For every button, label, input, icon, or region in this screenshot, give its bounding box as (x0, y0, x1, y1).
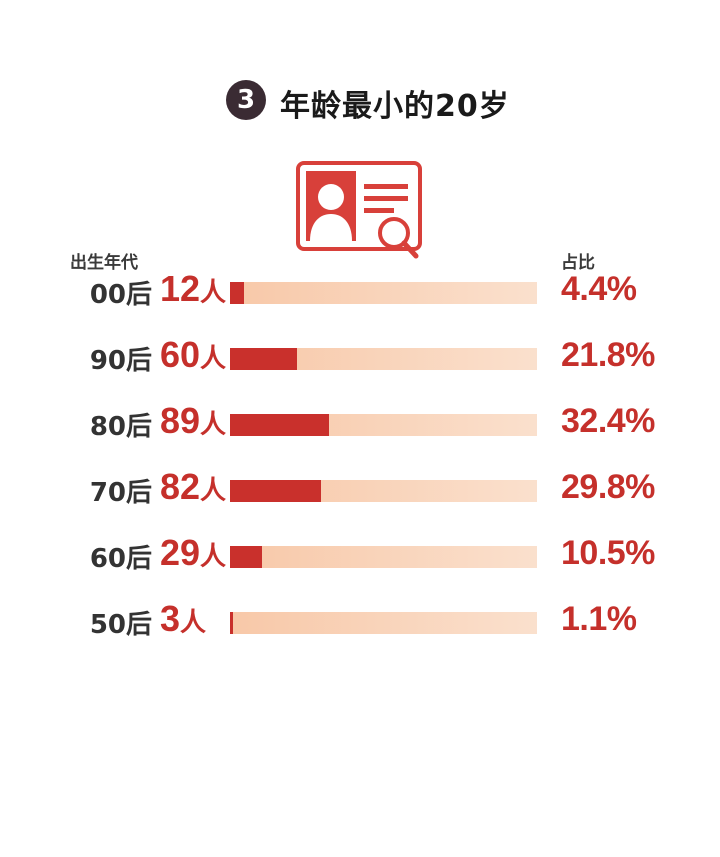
section-number-badge: 3 (226, 80, 266, 120)
bar (230, 546, 262, 568)
generation-label: 60后 (89, 544, 152, 574)
bar-row: 60后 29人 10.5% (0, 532, 720, 580)
bar (230, 480, 321, 502)
count-unit: 人 (200, 278, 227, 308)
bar-row: 00后 12人 4.4% (0, 268, 720, 316)
bar (230, 612, 233, 634)
generation-label: 80后 (89, 412, 152, 442)
generation-label: 00后 (89, 280, 152, 310)
count-unit: 人 (180, 608, 207, 638)
percent-column-label: 占比 (561, 253, 595, 273)
bar-track (230, 414, 537, 436)
bar-track (230, 282, 537, 304)
generation-label: 70后 (89, 478, 152, 508)
count-value: 29 (160, 532, 201, 573)
bar-track (230, 348, 537, 370)
chart-header: 3 年龄最小的20岁 (0, 75, 720, 125)
count-label: 60人 (160, 334, 226, 376)
count-value: 89 (160, 400, 201, 441)
bar-track (230, 546, 537, 568)
count-label: 3人 (160, 598, 206, 640)
bar-track (230, 480, 537, 502)
count-unit: 人 (200, 410, 227, 440)
count-label: 89人 (160, 400, 226, 442)
bar (230, 348, 297, 370)
percent-label: 32.4% (561, 402, 655, 440)
bar-track (230, 612, 537, 634)
percent-label: 21.8% (561, 336, 655, 374)
count-label: 12人 (160, 268, 226, 310)
count-value: 12 (160, 268, 201, 309)
percent-label: 10.5% (561, 534, 655, 572)
generation-column-label: 出生年代 (70, 253, 138, 273)
percent-label: 1.1% (561, 600, 637, 638)
bar-row: 50后 3人 1.1% (0, 598, 720, 646)
count-unit: 人 (200, 344, 227, 374)
count-label: 82人 (160, 466, 226, 508)
percent-label: 29.8% (561, 468, 655, 506)
generation-label: 50后 (89, 610, 152, 640)
bar-row: 70后 82人 29.8% (0, 466, 720, 514)
id-card-search-icon (296, 161, 422, 259)
percent-label: 4.4% (561, 270, 637, 308)
bar-row: 80后 89人 32.4% (0, 400, 720, 448)
bar (230, 282, 244, 304)
chart-title: 年龄最小的20岁 (280, 89, 510, 124)
bar (230, 414, 329, 436)
generation-label: 90后 (89, 346, 152, 376)
count-value: 3 (160, 598, 181, 639)
count-value: 82 (160, 466, 201, 507)
count-value: 60 (160, 334, 201, 375)
bar-row: 90后 60人 21.8% (0, 334, 720, 382)
count-label: 29人 (160, 532, 226, 574)
count-unit: 人 (200, 476, 227, 506)
count-unit: 人 (200, 542, 227, 572)
